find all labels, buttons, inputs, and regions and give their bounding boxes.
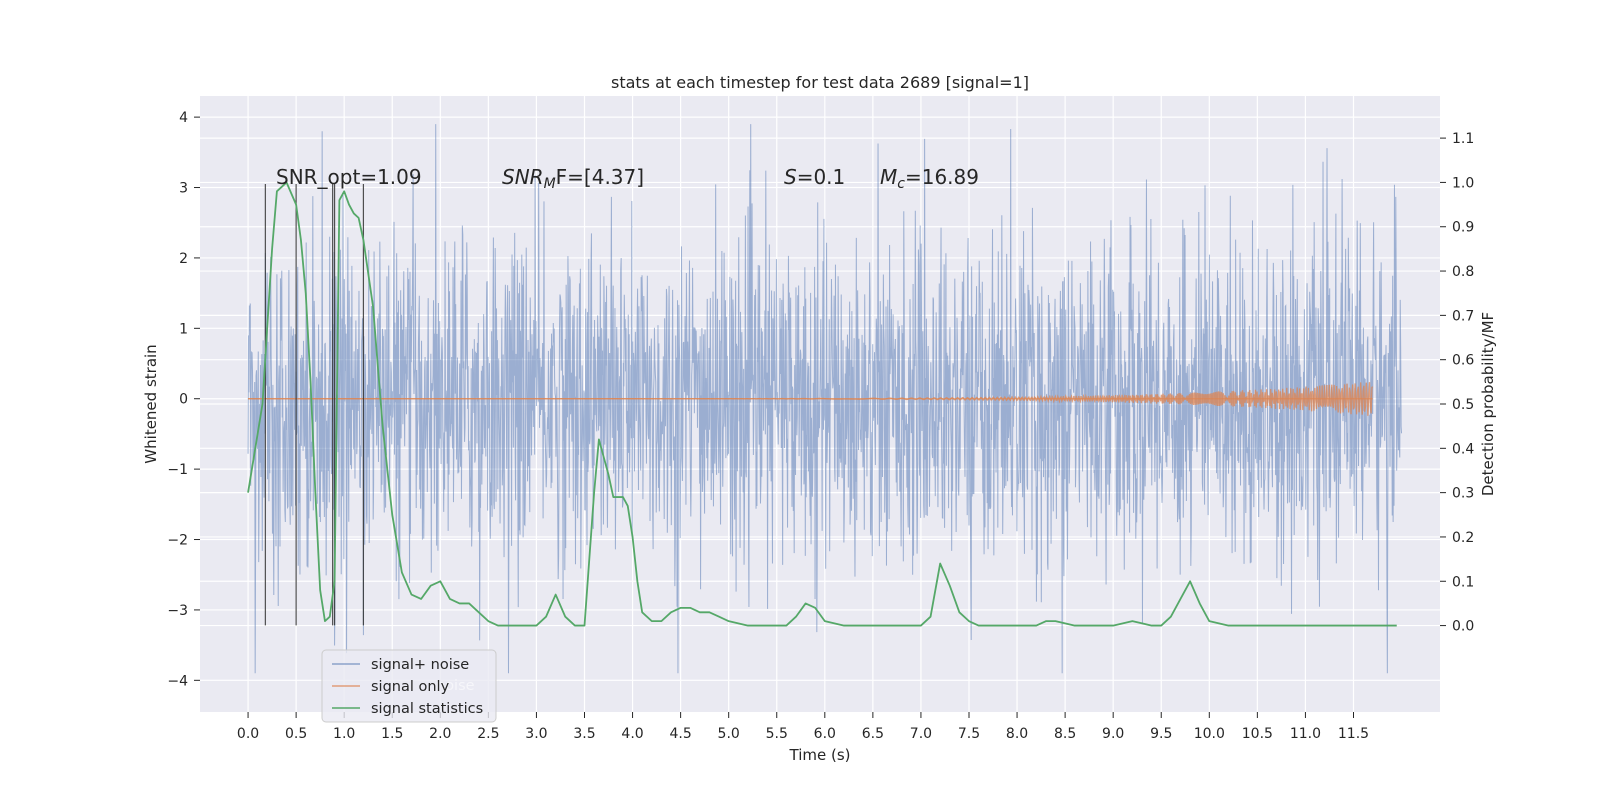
legend: noise signal+ noise signal only signal s… xyxy=(321,649,497,723)
signal-statistics-line xyxy=(247,181,1397,627)
x-tick-label: 11.5 xyxy=(1338,726,1369,742)
legend-ghost-text: noise xyxy=(436,678,475,694)
x-tick-label: 9.0 xyxy=(1102,726,1124,742)
legend-box xyxy=(321,649,497,723)
right-y-tick-label: 0.2 xyxy=(1452,530,1474,546)
left-y-axis-label: Whitened strain xyxy=(142,344,160,463)
annotation-s-italic: S xyxy=(784,165,797,189)
x-axis-label: Time (s) xyxy=(789,746,851,764)
left-y-axis-ticks: 4 3 2 1 0 −1 −2 −3 −4 xyxy=(167,110,200,689)
x-tick-label: 0.5 xyxy=(285,726,307,742)
x-tick-label: 2.5 xyxy=(477,726,499,742)
annotation-snr-mf: SNRMF=[4.37] xyxy=(502,165,644,192)
x-tick-label: 4.0 xyxy=(621,726,643,742)
annotation-mc-sub: c xyxy=(897,176,905,192)
x-tick-label: 9.5 xyxy=(1150,726,1172,742)
signal-only-series xyxy=(248,382,1374,416)
right-y-tick-label: 0.4 xyxy=(1452,441,1474,457)
legend-label-signal: signal only xyxy=(371,679,450,695)
annotation-s-rest: =0.1 xyxy=(797,165,846,189)
x-tick-label: 11.0 xyxy=(1290,726,1321,742)
right-y-tick-label: 0.5 xyxy=(1452,397,1474,413)
right-y-tick-label: 1.0 xyxy=(1452,175,1474,191)
right-y-tick-label: 1.1 xyxy=(1452,131,1474,147)
x-tick-label: 6.5 xyxy=(862,726,884,742)
x-tick-label: 10.0 xyxy=(1194,726,1225,742)
signal-plus-noise-series xyxy=(247,124,1403,674)
annotation-mc-italic: M xyxy=(880,165,897,189)
x-axis-ticks: 0.0 0.5 1.0 1.5 2.0 2.5 3.0 3.5 4.0 4.5 5.0 5.5 6.0 6… xyxy=(237,712,1369,742)
annotation-mc: Mc=16.89 xyxy=(880,165,979,192)
right-y-axis-ticks: 1.1 1.0 0.9 0.8 0.7 0.6 0.5 0.4 0.3 0.2 0.1 0.0 xyxy=(1440,131,1474,635)
left-y-tick-label: −3 xyxy=(167,603,188,619)
signal-plus-noise-line xyxy=(247,124,1403,674)
x-tick-label: 1.5 xyxy=(381,726,403,742)
x-tick-label: 4.5 xyxy=(669,726,691,742)
x-tick-label: 3.5 xyxy=(573,726,595,742)
x-tick-label: 3.0 xyxy=(525,726,547,742)
right-y-tick-label: 0.1 xyxy=(1452,574,1474,590)
x-tick-label: 0.0 xyxy=(237,726,259,742)
x-tick-label: 8.5 xyxy=(1054,726,1076,742)
signal-statistics-series xyxy=(247,181,1397,627)
left-y-tick-label: −4 xyxy=(167,673,188,689)
annotation-snr-mf-base: SNR xyxy=(502,165,544,189)
annotation-snr-mf-rest: F=[4.37] xyxy=(556,165,644,189)
annotation-mc-rest: =16.89 xyxy=(905,165,979,189)
legend-label-noise: signal+ noise xyxy=(371,657,469,673)
left-y-tick-label: 4 xyxy=(179,110,188,126)
x-tick-label: 5.5 xyxy=(766,726,788,742)
left-y-tick-label: 0 xyxy=(179,392,188,408)
annotation-s: S=0.1 xyxy=(784,165,845,189)
left-y-tick-label: −1 xyxy=(167,462,188,478)
right-y-tick-label: 0.6 xyxy=(1452,353,1474,369)
annotation-snr-opt: SNR_opt=1.09 xyxy=(276,165,422,189)
x-tick-label: 8.0 xyxy=(1006,726,1028,742)
x-tick-label: 7.0 xyxy=(910,726,932,742)
left-y-tick-label: 1 xyxy=(179,321,188,337)
right-y-axis-label: Detection probability/MF xyxy=(1479,312,1497,496)
x-tick-label: 7.5 xyxy=(958,726,980,742)
x-tick-label: 1.0 xyxy=(333,726,355,742)
left-y-tick-label: 3 xyxy=(179,181,188,197)
x-tick-label: 2.0 xyxy=(429,726,451,742)
x-tick-label: 10.5 xyxy=(1242,726,1273,742)
chart-title: stats at each timestep for test data 268… xyxy=(611,73,1029,92)
grid xyxy=(200,96,1440,712)
annotation-snr-mf-sub: M xyxy=(544,176,556,192)
left-y-tick-label: 2 xyxy=(179,251,188,267)
legend-label-statistics: signal statistics xyxy=(371,701,483,717)
x-tick-label: 5.0 xyxy=(718,726,740,742)
right-y-tick-label: 0.3 xyxy=(1452,486,1474,502)
right-y-tick-label: 0.9 xyxy=(1452,220,1474,236)
right-y-tick-label: 0.7 xyxy=(1452,308,1474,324)
right-y-tick-label: 0.8 xyxy=(1452,264,1474,280)
right-y-tick-label: 0.0 xyxy=(1452,619,1474,635)
left-y-tick-label: −2 xyxy=(167,533,188,549)
x-tick-label: 6.0 xyxy=(814,726,836,742)
